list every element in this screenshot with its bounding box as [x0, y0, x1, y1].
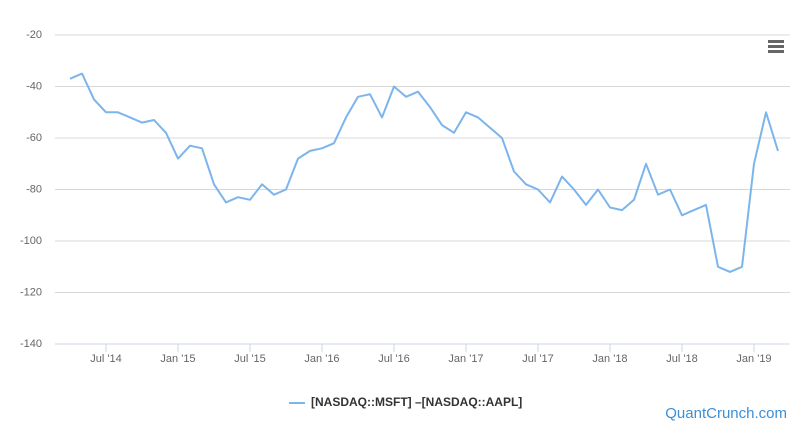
x-tick-label: Jan '16	[304, 353, 339, 365]
x-tick-label: Jan '19	[736, 353, 771, 365]
x-tick-label: Jul '17	[522, 353, 553, 365]
y-tick-label: -40	[26, 80, 42, 92]
x-tick-label: Jan '17	[448, 353, 483, 365]
menu-bar	[768, 50, 784, 53]
data-line	[69, 72, 779, 273]
legend-label[interactable]: [NASDAQ::MSFT] –[NASDAQ::AAPL]	[311, 395, 522, 409]
y-tick-label: -120	[20, 286, 42, 298]
x-tick-label: Jul '16	[378, 353, 409, 365]
y-tick-label: -140	[20, 338, 42, 350]
x-tick-label: Jul '18	[666, 353, 697, 365]
y-tick-label: -20	[26, 29, 42, 41]
x-tick-label: Jan '15	[160, 353, 195, 365]
menu-bar	[768, 45, 784, 48]
x-tick-label: Jan '18	[592, 353, 627, 365]
menu-bar	[768, 40, 784, 43]
x-tick-label: Jul '14	[90, 353, 121, 365]
y-tick-label: -80	[26, 183, 42, 195]
menu-button[interactable]	[768, 40, 784, 53]
x-tick-label: Jul '15	[234, 353, 265, 365]
y-tick-label: -100	[20, 235, 42, 247]
y-tick-label: -60	[26, 132, 42, 144]
credit[interactable]: QuantCrunch.com	[665, 405, 787, 422]
